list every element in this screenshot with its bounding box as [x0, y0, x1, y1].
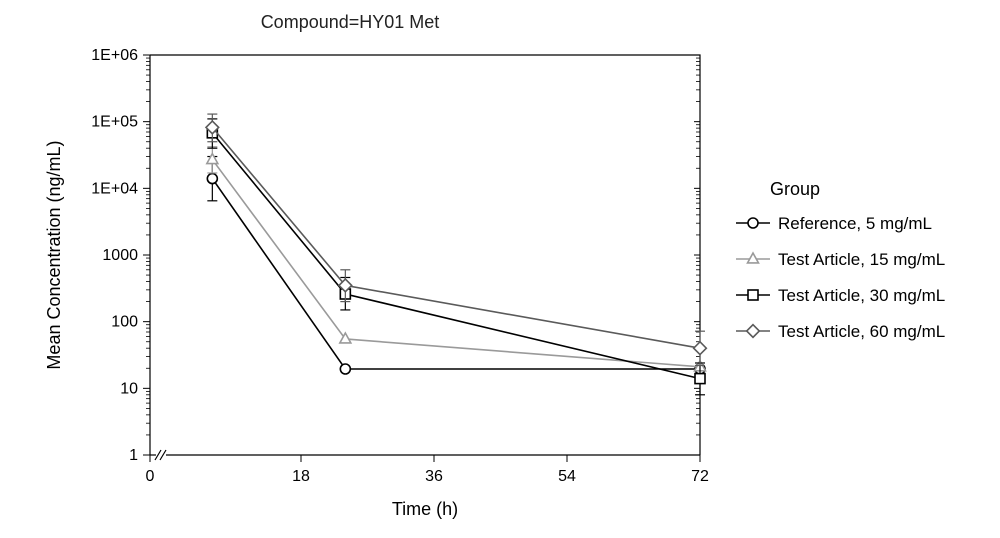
- svg-text:1E+05: 1E+05: [91, 114, 138, 131]
- svg-text:1000: 1000: [102, 247, 138, 264]
- svg-text:100: 100: [111, 314, 138, 331]
- svg-text:Test Article, 60 mg/mL: Test Article, 60 mg/mL: [778, 322, 945, 341]
- series-test_60: [206, 114, 706, 365]
- svg-text:54: 54: [558, 468, 576, 485]
- svg-text:72: 72: [691, 468, 709, 485]
- chart-canvas: 0 18 36 54 72 Time (h) 1 10 100 1000 1E+04 1E+05 1E+…: [0, 0, 1000, 538]
- svg-text:10: 10: [120, 380, 138, 397]
- legend-item-reference_5: Reference, 5 mg/mL: [736, 214, 932, 233]
- svg-text:1E+06: 1E+06: [91, 47, 138, 64]
- svg-text:0: 0: [146, 468, 155, 485]
- svg-text:1: 1: [129, 447, 138, 464]
- svg-text:18: 18: [292, 468, 310, 485]
- svg-text:Reference, 5 mg/mL: Reference, 5 mg/mL: [778, 214, 932, 233]
- svg-text:Test Article, 15 mg/mL: Test Article, 15 mg/mL: [778, 250, 945, 269]
- legend-item-test_15: Test Article, 15 mg/mL: [736, 250, 945, 269]
- y-axis-label: Mean Concentration (ng/mL): [44, 140, 64, 369]
- svg-text:1E+04: 1E+04: [91, 180, 138, 197]
- series-test_30: [207, 119, 705, 395]
- legend-item-test_30: Test Article, 30 mg/mL: [736, 286, 945, 305]
- chart-title: Compound=HY01 Met: [0, 12, 700, 33]
- legend-title: Group: [770, 179, 820, 199]
- series-test_15: [207, 147, 706, 371]
- x-axis-label: Time (h): [392, 499, 458, 519]
- svg-text:36: 36: [425, 468, 443, 485]
- legend-item-test_60: Test Article, 60 mg/mL: [736, 322, 945, 341]
- svg-text:Test Article, 30 mg/mL: Test Article, 30 mg/mL: [778, 286, 945, 305]
- series-reference_5: [207, 157, 705, 374]
